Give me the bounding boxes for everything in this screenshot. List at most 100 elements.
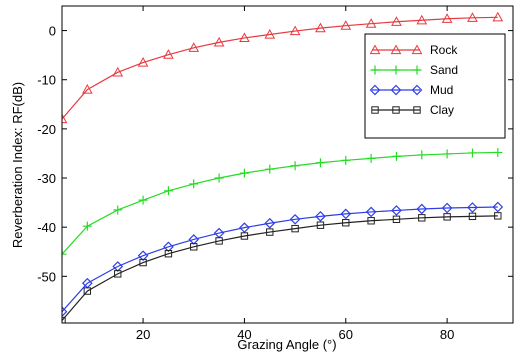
legend-marker-clay (413, 106, 421, 114)
data-point-clay (291, 224, 299, 233)
x-tick-label: 40 (237, 327, 251, 342)
data-point-sand (62, 249, 67, 259)
series-line-mud (62, 206, 498, 313)
data-point-mud (365, 206, 377, 218)
data-point-rock (163, 49, 174, 59)
y-tick-label: -40 (37, 220, 56, 235)
data-point-mud (315, 211, 326, 222)
data-point-rock (492, 11, 504, 22)
legend-marker-sand (391, 65, 401, 75)
data-point-sand (113, 205, 123, 215)
x-tick-label: 20 (136, 327, 150, 342)
legend-item-rock: Rock (369, 43, 458, 57)
data-point-mud (416, 203, 428, 215)
data-point-rock (137, 56, 149, 67)
data-point-clay (62, 316, 66, 323)
series-mud (62, 201, 504, 318)
data-point-rock (112, 66, 124, 77)
y-axis-title: Reverberation Index: RF(dB) (10, 82, 25, 248)
data-point-clay (266, 228, 274, 236)
legend-marker-mud (390, 84, 402, 96)
data-point-mud (62, 306, 68, 318)
data-point-rock (365, 18, 377, 28)
data-point-rock (62, 113, 68, 124)
legend-label-rock: Rock (430, 43, 458, 57)
legend-item-sand: Sand (370, 63, 458, 77)
y-tick-label: -30 (37, 171, 56, 186)
data-point-clay (164, 250, 173, 258)
data-point-sand (493, 147, 503, 157)
data-point-mud (239, 222, 250, 234)
data-point-clay (468, 212, 477, 221)
data-point-rock (467, 12, 478, 22)
data-point-rock (416, 14, 428, 25)
data-point-rock (315, 22, 326, 33)
data-point-sand (315, 158, 325, 168)
y-tick-label: -20 (37, 122, 56, 137)
legend-marker-rock (369, 44, 381, 55)
data-point-rock (239, 32, 250, 43)
data-point-sand (189, 179, 199, 189)
data-point-sand (265, 164, 275, 174)
data-point-clay (215, 237, 223, 245)
data-point-rock (264, 28, 276, 39)
legend-marker-sand (412, 65, 422, 75)
data-point-rock (188, 42, 200, 52)
legend-marker-mud (411, 84, 423, 96)
data-point-clay (139, 258, 147, 267)
data-point-mud (264, 217, 276, 229)
data-point-clay (316, 221, 325, 229)
data-point-mud (137, 250, 149, 262)
tick-layer: 20 40 60 80 0 -10 -20 -30 -40 -50 (37, 6, 513, 342)
data-point-mud (492, 201, 504, 213)
series-line-sand (62, 151, 498, 255)
series-sand (62, 147, 503, 259)
series-rock (62, 11, 504, 124)
data-point-clay (494, 212, 502, 220)
data-point-clay (392, 215, 401, 223)
data-point-sand (239, 168, 249, 178)
data-point-sand (290, 161, 300, 171)
data-point-clay (83, 287, 92, 295)
series-line-clay (62, 215, 498, 321)
data-point-sand (366, 153, 376, 163)
legend-marker-sand (370, 65, 380, 75)
x-tick-label: 80 (440, 327, 454, 342)
data-point-sand (442, 149, 452, 159)
data-point-rock (391, 16, 402, 26)
legend-item-mud: Mud (369, 83, 453, 97)
data-point-mud (340, 208, 352, 220)
legend-marker-clay (371, 106, 379, 114)
data-point-clay (367, 217, 375, 225)
data-point-sand (391, 151, 401, 161)
data-point-sand (467, 148, 477, 158)
series-line-rock (62, 16, 498, 120)
y-tick-label: -10 (37, 73, 56, 88)
data-point-sand (82, 221, 92, 231)
data-point-clay (418, 214, 426, 222)
y-tick-label: 0 (49, 24, 56, 39)
data-point-rock (441, 13, 453, 23)
legend-label-sand: Sand (430, 63, 458, 77)
x-axis-title: Grazing Angle (°) (237, 337, 336, 352)
legend-marker-rock (411, 44, 423, 55)
data-point-sand (341, 155, 351, 165)
data-point-mud (441, 202, 453, 214)
data-point-rock (289, 25, 301, 36)
data-point-clay (114, 270, 122, 278)
data-point-mud (391, 205, 402, 216)
legend-label-mud: Mud (430, 83, 453, 97)
legend-label-clay: Clay (430, 103, 454, 117)
data-point-mud (289, 213, 301, 225)
data-point-mud (467, 202, 478, 213)
x-tick-label: 60 (339, 327, 353, 342)
data-point-clay (443, 213, 451, 221)
plot-frame (61, 5, 514, 324)
legend: Rock Sand Mud Clay (364, 33, 506, 139)
legend-box (364, 33, 506, 139)
data-point-sand (214, 173, 224, 183)
data-point-clay (342, 219, 350, 227)
legend-item-clay: Clay (371, 103, 454, 117)
